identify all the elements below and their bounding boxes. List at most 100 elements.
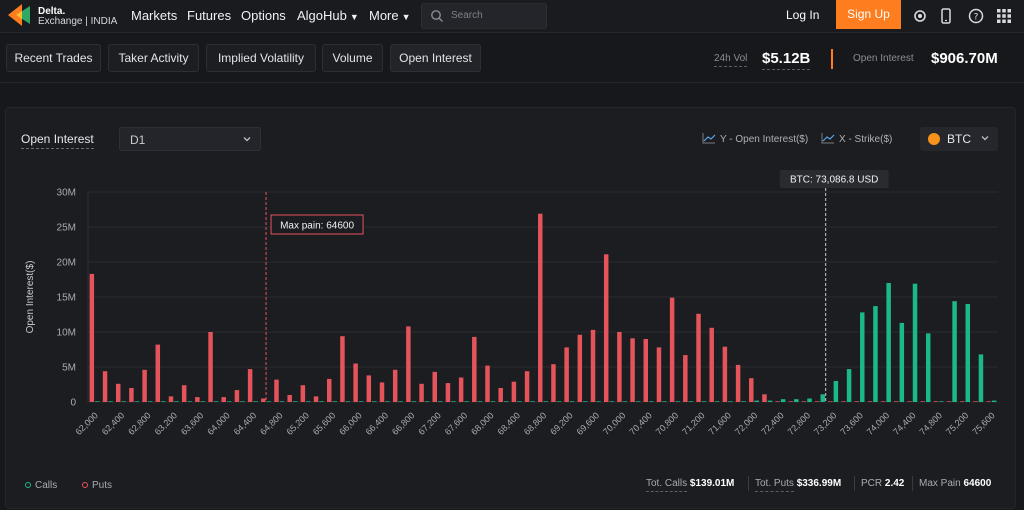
bitcoin-icon [928,133,940,145]
call-bar [503,401,509,402]
x-tick-label: 66,800 [390,410,417,437]
call-bar [635,401,641,402]
put-bar [986,401,991,402]
put-bar [445,383,451,402]
mobile-app-icon[interactable] [938,8,954,24]
apps-grid-icon[interactable] [996,8,1012,24]
search-input[interactable]: Search [421,3,547,29]
tab-taker-activity[interactable]: Taker Activity [108,44,199,72]
settings-icon[interactable] [912,8,928,24]
x-tick-label: 74,800 [918,410,945,437]
put-bar [828,401,833,402]
put-bar [195,397,200,402]
call-bar [213,401,219,402]
brand-subname: Exchange | INDIA [38,16,118,27]
x-tick-label: 62,000 [73,410,100,437]
call-bar [345,401,351,402]
x-tick-label: 68,800 [522,410,549,437]
put-bar [735,364,741,402]
y-axis-icon [702,133,716,144]
put-bar [221,397,226,402]
put-bar [419,383,424,402]
call-bar [583,401,588,402]
y-tick-label: 10M [57,328,76,339]
chevron-down-icon: ▼ [349,12,359,22]
call-bar [860,312,865,402]
y-tick-label: 15M [57,293,76,304]
put-bar [643,339,649,402]
x-tick-label: 72,800 [786,410,813,437]
nav-markets[interactable]: Markets [131,8,178,23]
call-bar [266,401,272,402]
login-button[interactable]: Log In [786,8,820,22]
call-bar [556,401,562,402]
x-tick-label: 75,200 [944,410,971,437]
put-bar [524,371,530,402]
call-bar [424,401,430,402]
call-bar [833,381,839,402]
legend-puts[interactable]: Puts [82,480,112,491]
put-bar [115,383,121,402]
put-bar [472,336,477,402]
put-bar [511,381,517,402]
call-bar [174,401,179,402]
tab-open-interest[interactable]: Open Interest [390,44,481,72]
open-interest-label: Open Interest [853,53,914,64]
call-bar [385,401,390,402]
legend-calls[interactable]: Calls [25,480,57,491]
call-bar [912,283,918,402]
brand-logo[interactable]: Delta. Exchange | INDIA [8,4,132,28]
asset-label: BTC [947,132,971,146]
signup-button[interactable]: Sign Up [836,0,901,29]
help-icon[interactable]: ? [968,8,984,24]
tab-recent-trades[interactable]: Recent Trades [6,44,101,72]
put-bar [775,401,780,402]
put-bar [683,355,688,402]
nav-algohub[interactable]: AlgoHub ▼ [297,8,359,23]
call-bar [358,401,364,402]
call-bar [596,401,601,402]
vol-24h-label: 24h Vol [714,53,748,67]
call-bar [292,401,298,402]
svg-text:?: ? [974,13,979,23]
summary-divider [854,476,855,491]
spot-price-box [779,170,889,188]
put-bar [274,379,279,402]
x-tick-label: 62,400 [100,410,127,437]
x-tick-label: 70,000 [601,410,628,437]
put-bar [801,401,807,402]
nav-options[interactable]: Options [241,8,286,23]
call-bar [398,401,403,402]
put-bar [880,401,886,402]
call-bar [662,401,667,402]
y-tick-label: 5M [62,363,76,374]
vol-24h-value: $5.12B [762,50,811,70]
put-bar [155,344,161,402]
nav-futures[interactable]: Futures [187,8,232,23]
put-bar [814,401,820,402]
call-bar [965,304,971,402]
call-bar [939,401,944,402]
x-tick-label: 64,000 [205,410,232,437]
call-bar [161,401,166,402]
put-bar [551,364,556,402]
period-dropdown[interactable]: D1 [119,127,261,151]
call-bar [134,401,140,402]
y-tick-label: 25M [57,223,76,234]
call-bar [121,401,126,402]
put-bar [538,213,543,402]
brand-name: Delta. [38,6,66,17]
call-bar [306,401,311,402]
y-axis-legend: Y - Open Interest($) [720,134,809,145]
x-tick-label: 68,000 [469,410,496,437]
tab-implied-volatility[interactable]: Implied Volatility [206,44,316,72]
x-tick-label: 66,400 [364,410,391,437]
call-bar [411,401,417,402]
asset-selector[interactable]: BTC [920,127,998,151]
nav-more[interactable]: More ▼ [369,8,411,23]
x-tick-label: 64,400 [232,410,259,437]
call-bar [477,401,483,402]
x-tick-label: 75,600 [970,410,997,437]
call-bar [925,333,931,402]
tab-volume[interactable]: Volume [322,44,383,72]
